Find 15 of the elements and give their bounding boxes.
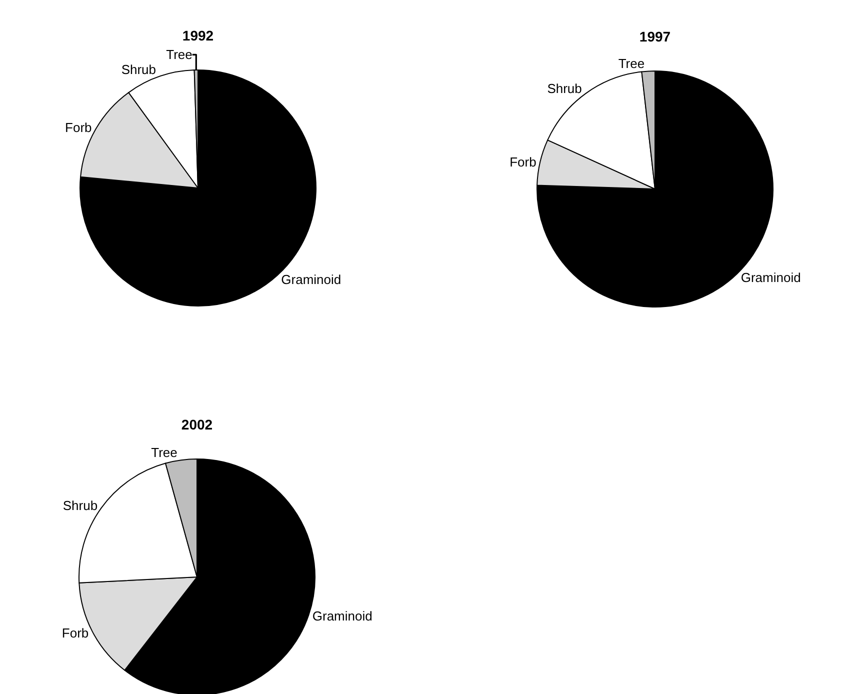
slice-label: Shrub xyxy=(121,62,156,78)
slice-label: Forb xyxy=(65,120,92,136)
chart-title: 1992 xyxy=(182,28,214,44)
slice-label: Tree xyxy=(618,56,645,72)
slice-label: Graminoid xyxy=(740,270,801,286)
slice-label: Forb xyxy=(510,154,536,170)
slice-label: Graminoid xyxy=(312,608,372,624)
slice-label: Shrub xyxy=(62,498,98,513)
slice-label: Tree xyxy=(151,445,178,460)
slice-label: Shrub xyxy=(547,81,582,96)
chart-title: 1997 xyxy=(639,28,671,45)
chart-title: 2002 xyxy=(181,416,213,433)
slice-label: Tree xyxy=(166,47,192,62)
slice-label: Forb xyxy=(62,626,89,641)
slice-label: Graminoid xyxy=(281,272,342,287)
